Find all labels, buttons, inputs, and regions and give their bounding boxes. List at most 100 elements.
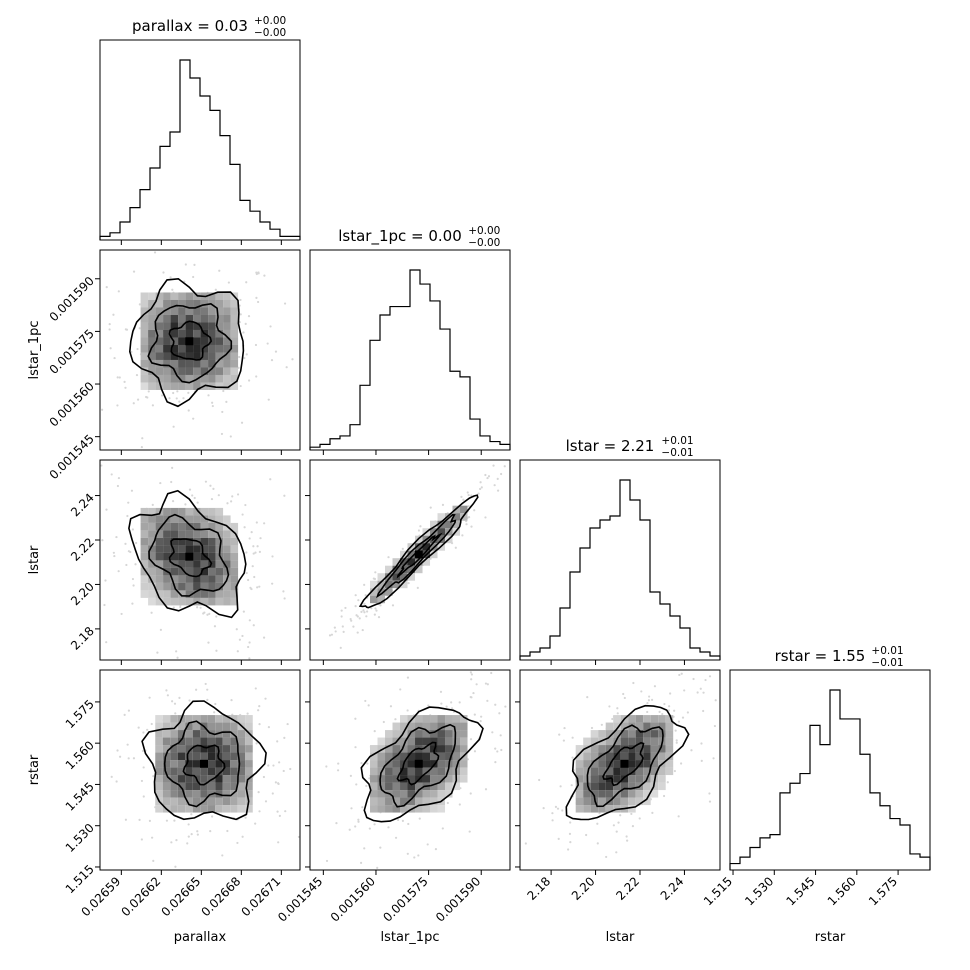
sample-point <box>460 495 463 498</box>
sample-point <box>238 355 241 359</box>
density-cell <box>155 575 164 583</box>
density-cell <box>193 530 201 538</box>
sample-point <box>375 609 378 612</box>
sample-point <box>668 705 671 708</box>
density-cell <box>170 352 179 360</box>
density-cell <box>437 790 446 798</box>
density-cell <box>400 730 408 738</box>
density-cell <box>230 730 238 738</box>
density-cell <box>163 382 171 390</box>
density-cell <box>245 737 253 746</box>
density-cell <box>140 567 149 576</box>
density-cell <box>192 782 201 791</box>
sample-point <box>475 683 478 686</box>
sample-point <box>491 731 494 734</box>
density-cell <box>170 322 179 330</box>
sample-point <box>217 494 220 497</box>
sample-point <box>370 607 373 610</box>
sample-point <box>465 523 468 526</box>
sample-point <box>123 380 126 383</box>
sample-point <box>355 614 358 617</box>
sample-point <box>176 390 179 393</box>
density-cell <box>392 775 401 783</box>
sample-point <box>330 633 334 636</box>
sample-point <box>349 774 352 777</box>
sample-point <box>467 493 470 497</box>
density-cell <box>370 790 378 798</box>
sample-point <box>116 404 119 407</box>
density-cell <box>223 329 231 338</box>
density-cell <box>140 344 149 353</box>
density-cell <box>223 597 231 606</box>
sample-point <box>470 673 473 676</box>
sample-point <box>147 390 150 393</box>
density-cell <box>643 730 651 738</box>
sample-point <box>247 645 250 649</box>
density-cell <box>400 580 408 589</box>
contour-line <box>396 741 440 786</box>
sample-point <box>206 688 209 691</box>
density-cell <box>215 307 224 315</box>
density-cell <box>200 552 209 561</box>
sample-point <box>348 828 351 831</box>
sample-point <box>486 476 489 480</box>
density-cell <box>208 292 216 300</box>
density-cell <box>613 745 621 753</box>
sample-point <box>667 709 670 712</box>
density-cell <box>658 730 666 738</box>
density-cell <box>665 752 674 761</box>
density-cell <box>665 745 674 753</box>
sample-point <box>418 817 421 820</box>
sample-point <box>407 822 410 826</box>
sample-point <box>440 702 443 705</box>
sample-point <box>596 842 599 845</box>
density-cell <box>598 760 606 768</box>
sample-point <box>112 551 115 554</box>
density-cell <box>178 582 186 591</box>
density-cell <box>665 730 674 738</box>
sample-point <box>373 730 376 733</box>
density-cell <box>178 537 186 546</box>
density-cell <box>422 730 431 738</box>
density-cell <box>162 722 171 731</box>
sample-point <box>187 835 190 838</box>
density-cell <box>170 307 179 315</box>
density-cell <box>170 752 178 761</box>
density-cell <box>215 530 224 538</box>
density-cell <box>178 530 186 538</box>
density-cell <box>230 314 239 323</box>
sample-point <box>569 841 572 844</box>
x-tick-label: 2.24 <box>658 874 687 903</box>
sample-point <box>131 602 134 605</box>
sample-point <box>110 775 113 778</box>
sample-point <box>117 476 121 480</box>
density-cell <box>223 367 231 375</box>
sample-point <box>387 826 390 829</box>
density-cell <box>598 797 606 806</box>
density-cell <box>605 730 614 738</box>
sample-point <box>640 690 643 693</box>
density-cell <box>155 567 164 576</box>
sample-point <box>214 288 217 291</box>
sample-point <box>258 810 261 813</box>
density-cell <box>430 797 438 806</box>
sample-point <box>262 636 266 639</box>
sample-point <box>382 720 385 724</box>
density-cell <box>377 760 386 768</box>
density-cell <box>445 790 453 798</box>
density-cell <box>430 775 438 783</box>
density-cell <box>170 745 178 753</box>
hist-panel-rstar: 1.515 1.530 1.545 1.560 1.575 rstar = 1.55 +0.… <box>701 645 931 908</box>
density-cell <box>635 775 644 783</box>
density-cell <box>650 752 659 761</box>
sample-point <box>150 611 153 614</box>
density-cell <box>163 344 171 353</box>
density-cell <box>223 567 231 576</box>
density-cell <box>620 782 629 791</box>
sample-point <box>243 356 246 360</box>
density-cell <box>155 715 163 723</box>
contour-line <box>168 320 213 361</box>
sample-point <box>683 689 686 692</box>
density-cell <box>415 730 423 738</box>
sample-point <box>479 487 482 491</box>
